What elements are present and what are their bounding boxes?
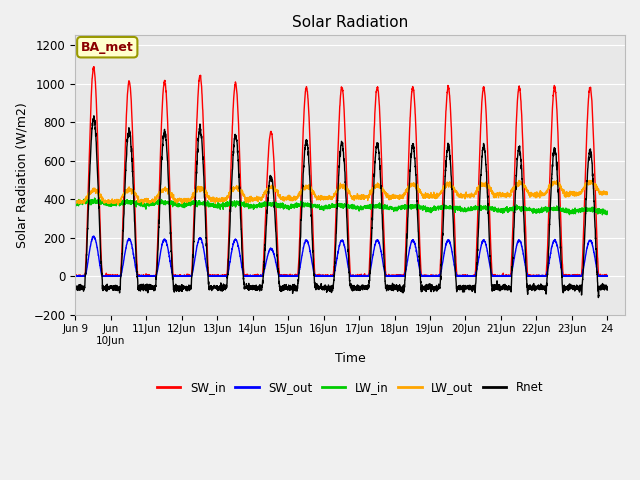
SW_out [220, 273, 228, 279]
SW_out [72, 273, 79, 279]
LW_in [394, 204, 401, 210]
SW_in [553, 109, 561, 115]
SW_in [394, 272, 401, 277]
SW_out [403, 264, 410, 269]
Rnet [186, 285, 193, 290]
Line: SW_out: SW_out [76, 236, 607, 276]
SW_out [186, 273, 193, 279]
SW_out [603, 273, 611, 279]
LW_out [394, 195, 401, 201]
SW_in [186, 273, 193, 278]
LW_out [72, 200, 79, 205]
LW_out [553, 178, 561, 183]
SW_out [553, 242, 561, 248]
LW_in [72, 201, 79, 207]
LW_out [186, 198, 193, 204]
SW_in [90, 64, 98, 70]
LW_out [604, 190, 611, 196]
LW_in [403, 206, 410, 212]
LW_out [114, 202, 122, 208]
SW_in [72, 273, 79, 279]
Rnet [553, 167, 561, 172]
SW_in [403, 219, 410, 225]
Rnet [595, 295, 602, 300]
Rnet [403, 250, 410, 256]
Rnet [604, 287, 611, 293]
SW_in [220, 273, 228, 278]
SW_out [604, 273, 611, 279]
LW_in [604, 210, 611, 216]
Rnet [220, 283, 228, 289]
Line: LW_in: LW_in [76, 198, 607, 215]
Rnet [72, 285, 79, 291]
LW_in [186, 202, 193, 208]
Text: BA_met: BA_met [81, 41, 134, 54]
Y-axis label: Solar Radiation (W/m2): Solar Radiation (W/m2) [15, 102, 28, 248]
Rnet [604, 287, 611, 292]
SW_in [604, 273, 611, 279]
SW_in [604, 273, 611, 279]
Rnet [394, 284, 401, 289]
SW_out [394, 273, 401, 279]
Line: LW_out: LW_out [76, 180, 607, 205]
Title: Solar Radiation: Solar Radiation [292, 15, 408, 30]
LW_out [604, 190, 611, 196]
X-axis label: Time: Time [335, 352, 365, 365]
LW_in [598, 212, 606, 218]
LW_in [91, 195, 99, 201]
Line: SW_in: SW_in [76, 67, 607, 276]
LW_in [553, 206, 561, 212]
Rnet [90, 113, 98, 119]
SW_in [72, 273, 79, 279]
LW_in [220, 201, 228, 207]
LW_out [403, 189, 410, 195]
SW_out [90, 233, 98, 239]
LW_out [589, 177, 596, 183]
Line: Rnet: Rnet [76, 116, 607, 298]
LW_in [604, 208, 611, 214]
Legend: SW_in, SW_out, LW_in, LW_out, Rnet: SW_in, SW_out, LW_in, LW_out, Rnet [152, 376, 548, 399]
LW_out [220, 198, 228, 204]
